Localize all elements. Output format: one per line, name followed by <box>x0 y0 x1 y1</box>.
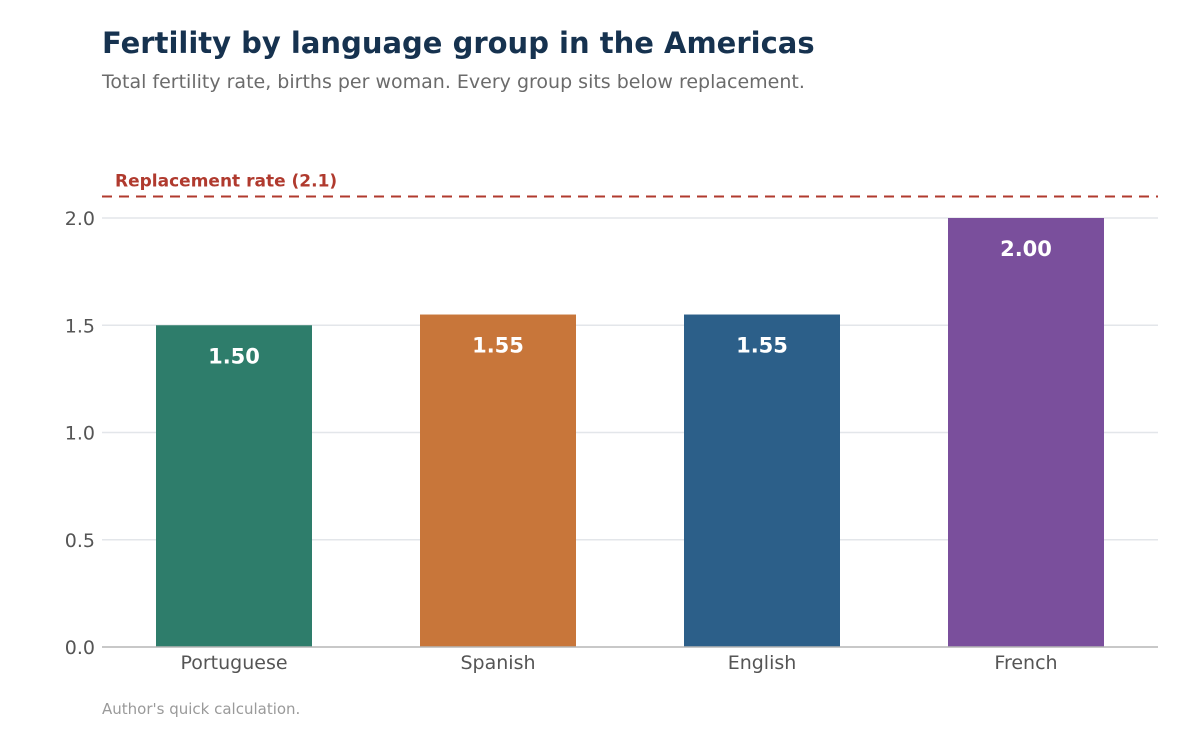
bar-value-label: 1.55 <box>472 334 524 358</box>
y-tick-label: 1.0 <box>65 423 95 445</box>
bar-value-label: 1.55 <box>736 334 788 358</box>
bar-portuguese <box>156 325 312 647</box>
bar-value-label: 1.50 <box>208 344 260 368</box>
y-tick-label: 1.5 <box>65 315 95 337</box>
y-tick-label: 2.0 <box>65 208 95 230</box>
reference-line-group: Replacement rate (2.1) <box>102 172 1158 198</box>
source-note: Author's quick calculation. <box>102 700 301 718</box>
bar-english <box>684 314 840 647</box>
x-tick-label: English <box>728 652 797 674</box>
x-tick-label: Spanish <box>460 652 535 674</box>
x-tick-label: Portuguese <box>180 652 287 674</box>
axes: 0.0 0.5 1.0 1.5 2.0 Portuguese Spanish English F… <box>65 208 1158 674</box>
replacement-rate-label: Replacement rate (2.1) <box>115 172 337 192</box>
bars: 1.50 1.55 1.55 2.00 <box>156 218 1104 647</box>
bar-french <box>948 218 1104 647</box>
y-tick-label: 0.0 <box>65 637 95 659</box>
y-tick-label: 0.5 <box>65 530 95 552</box>
x-tick-label: French <box>994 652 1057 674</box>
bar-value-label: 2.00 <box>1000 237 1052 261</box>
bar-spanish <box>420 314 576 647</box>
chart-subtitle: Total fertility rate, births per woman. … <box>102 71 805 93</box>
chart-title: Fertility by language group in the Ameri… <box>102 26 815 60</box>
